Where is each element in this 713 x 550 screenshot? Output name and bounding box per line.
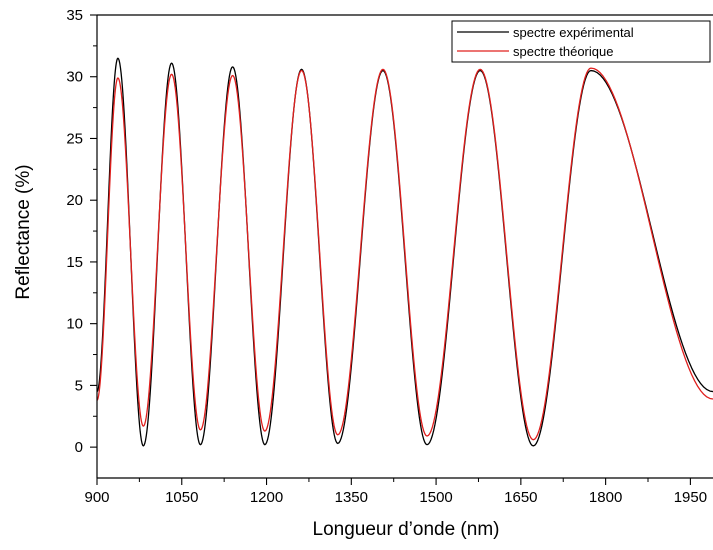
x-tick-label: 1200 [250, 489, 283, 506]
x-tick-label: 1350 [335, 489, 368, 506]
y-axis-title: Reflectance (%) [13, 164, 34, 299]
y-tick-label: 20 [66, 192, 83, 209]
axes-layer: 900 1050 1200 1350 1500 1650 1800 1950 0 5 10 15 20 2… [66, 7, 713, 506]
y-tick-label: 30 [66, 69, 83, 86]
x-tick-label: 1950 [674, 489, 707, 506]
legend-box [451, 20, 711, 63]
y-tick-label: 35 [66, 7, 83, 24]
series-line-theoretical [96, 67, 713, 441]
x-tick-label: 1800 [589, 489, 622, 506]
y-tick-label: 10 [66, 316, 83, 333]
legend: spectre expérimental spectre théorique [451, 20, 711, 63]
legend-label-experimental: spectre expérimental [513, 25, 634, 40]
legend-label-theoretical: spectre théorique [513, 44, 613, 59]
y-tick-label: 25 [66, 130, 83, 147]
x-tick-label: 1500 [419, 489, 452, 506]
y-tick-label: 15 [66, 254, 83, 271]
x-tick-label: 1050 [165, 489, 198, 506]
y-tick-label: 0 [75, 439, 83, 456]
x-axis-title: Longueur d’onde (nm) [313, 519, 500, 540]
x-tick-label: 1650 [504, 489, 537, 506]
x-tick-label: 900 [84, 489, 109, 506]
plot-layer [96, 57, 713, 447]
y-tick-label: 5 [75, 377, 83, 394]
